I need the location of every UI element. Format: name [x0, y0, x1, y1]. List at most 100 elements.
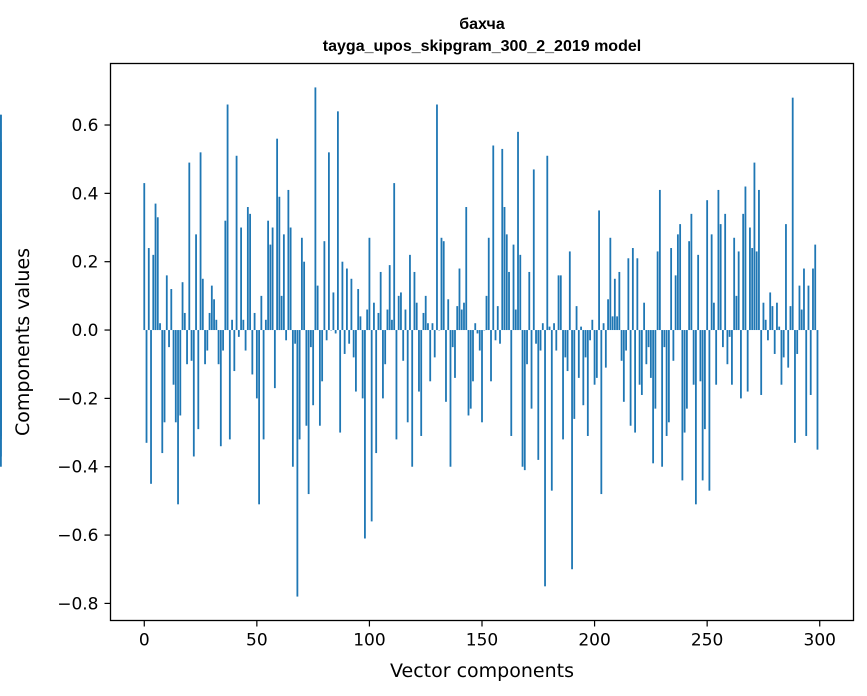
bar — [643, 302, 646, 331]
bar — [559, 275, 562, 331]
bar — [706, 200, 709, 331]
bar — [517, 131, 519, 331]
bar — [521, 330, 524, 467]
bar — [514, 309, 517, 331]
bar — [658, 189, 661, 331]
bar — [688, 241, 691, 331]
bar — [258, 330, 260, 505]
bar — [328, 152, 330, 331]
bar — [640, 330, 643, 395]
bar — [224, 220, 227, 331]
bar — [271, 227, 274, 331]
bar — [812, 268, 814, 331]
bar — [733, 237, 736, 331]
bar — [649, 330, 652, 378]
bar — [611, 316, 614, 331]
bar — [384, 330, 387, 365]
bar — [285, 330, 288, 341]
bar — [785, 224, 787, 331]
bar — [620, 330, 623, 361]
bar — [170, 289, 173, 331]
bar — [179, 330, 182, 416]
bar — [625, 330, 627, 351]
bar — [253, 312, 256, 331]
bar — [237, 330, 240, 337]
bar — [699, 330, 702, 382]
bar — [201, 278, 204, 331]
bar — [282, 234, 285, 331]
bar — [568, 251, 571, 331]
y-tick-label: −0.4 — [57, 458, 98, 478]
bar — [490, 330, 492, 382]
bar — [663, 330, 666, 348]
bar — [424, 295, 427, 331]
bar — [636, 258, 639, 331]
bar — [535, 330, 537, 344]
bar — [262, 330, 265, 440]
bar — [260, 295, 263, 331]
bar — [494, 330, 497, 341]
bar — [188, 162, 191, 331]
bar — [305, 330, 308, 426]
bar — [690, 213, 693, 331]
bar — [197, 330, 200, 430]
bar — [501, 148, 504, 331]
bar — [348, 330, 351, 344]
bar — [809, 330, 812, 395]
bar — [379, 271, 382, 331]
bar — [357, 289, 360, 331]
bar — [449, 330, 452, 467]
bar — [165, 275, 168, 331]
chart-title: бахча — [459, 16, 505, 33]
x-axis-label: Vector components — [390, 660, 574, 682]
bar — [530, 330, 533, 409]
bar — [618, 271, 621, 331]
bar — [346, 268, 348, 331]
bar — [805, 330, 808, 436]
bar — [492, 145, 495, 331]
bar — [584, 330, 587, 358]
bar — [573, 330, 576, 419]
bar — [787, 330, 790, 368]
x-tick-label: 250 — [691, 631, 723, 651]
bar — [154, 203, 157, 331]
y-tick-label: −0.2 — [57, 389, 98, 409]
bar — [325, 330, 328, 341]
bar — [451, 330, 454, 348]
bar — [291, 330, 294, 467]
bar — [692, 330, 695, 385]
bar — [749, 227, 751, 331]
bar — [751, 248, 754, 331]
bar — [557, 275, 560, 331]
bar — [771, 306, 774, 331]
bar — [532, 169, 535, 331]
bar — [273, 330, 276, 389]
bar — [467, 330, 470, 416]
bar — [246, 207, 249, 331]
bar — [634, 330, 636, 433]
bar — [728, 330, 731, 337]
bar — [526, 330, 528, 365]
bar — [397, 295, 400, 331]
bar — [350, 278, 353, 331]
bar — [400, 292, 402, 331]
bar — [204, 330, 206, 365]
bar — [708, 330, 711, 491]
bar — [622, 330, 625, 402]
bar — [474, 323, 477, 331]
bar — [735, 295, 738, 331]
bar — [481, 330, 483, 423]
bar — [609, 237, 612, 331]
bar — [546, 155, 549, 331]
bar — [780, 330, 783, 385]
bar — [0, 330, 2, 413]
bar — [496, 306, 499, 331]
bar — [710, 234, 713, 331]
bar — [255, 330, 258, 399]
bar — [312, 330, 315, 406]
y-axis-label: Components values — [12, 248, 34, 436]
x-tick-label: 150 — [466, 631, 498, 651]
bar — [528, 271, 531, 331]
bar — [472, 330, 474, 382]
